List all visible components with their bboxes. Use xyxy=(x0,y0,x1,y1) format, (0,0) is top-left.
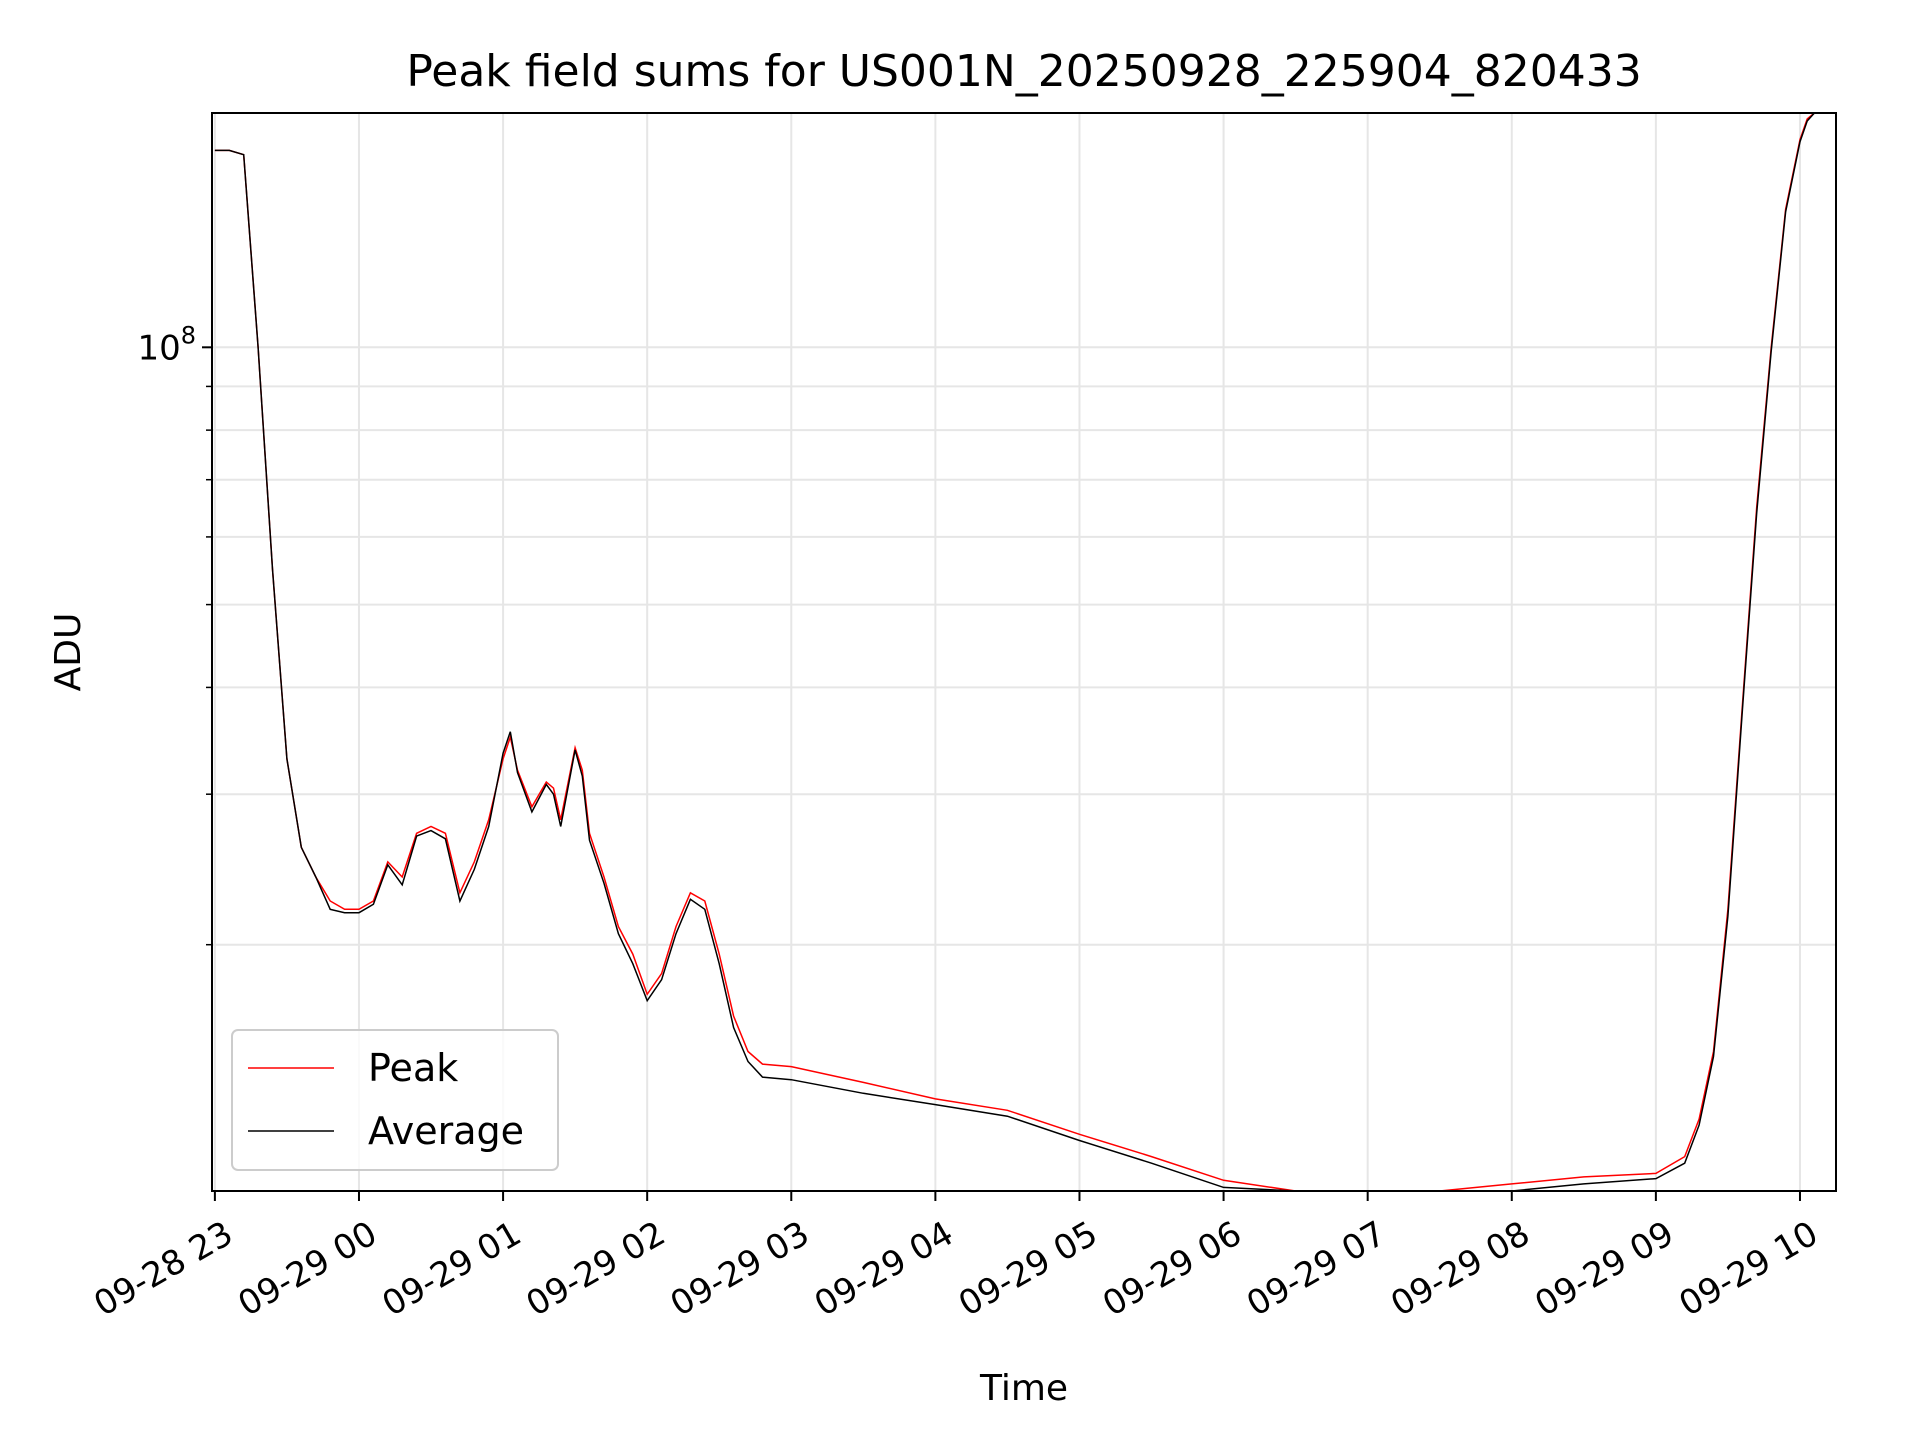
y-tick-label: 108 xyxy=(137,321,196,368)
series-average-line xyxy=(214,112,1815,1192)
plot-frame xyxy=(211,112,1837,1192)
chart-title: Peak field sums for US001N_20250928_2259… xyxy=(406,46,1641,97)
series-lines xyxy=(214,112,1815,1192)
y-tick-labels: 108 xyxy=(137,321,196,368)
major-ticks xyxy=(202,346,1801,1201)
grid-lines xyxy=(212,113,1836,1191)
series-peak-line xyxy=(214,112,1815,1192)
legend-peak-label: Peak xyxy=(368,1046,458,1090)
legend: Peak Average xyxy=(231,1029,559,1171)
y-axis-title: ADU xyxy=(48,613,89,692)
x-axis-title: Time xyxy=(979,1368,1068,1409)
legend-average-label: Average xyxy=(368,1109,524,1153)
legend-box xyxy=(231,1029,559,1171)
